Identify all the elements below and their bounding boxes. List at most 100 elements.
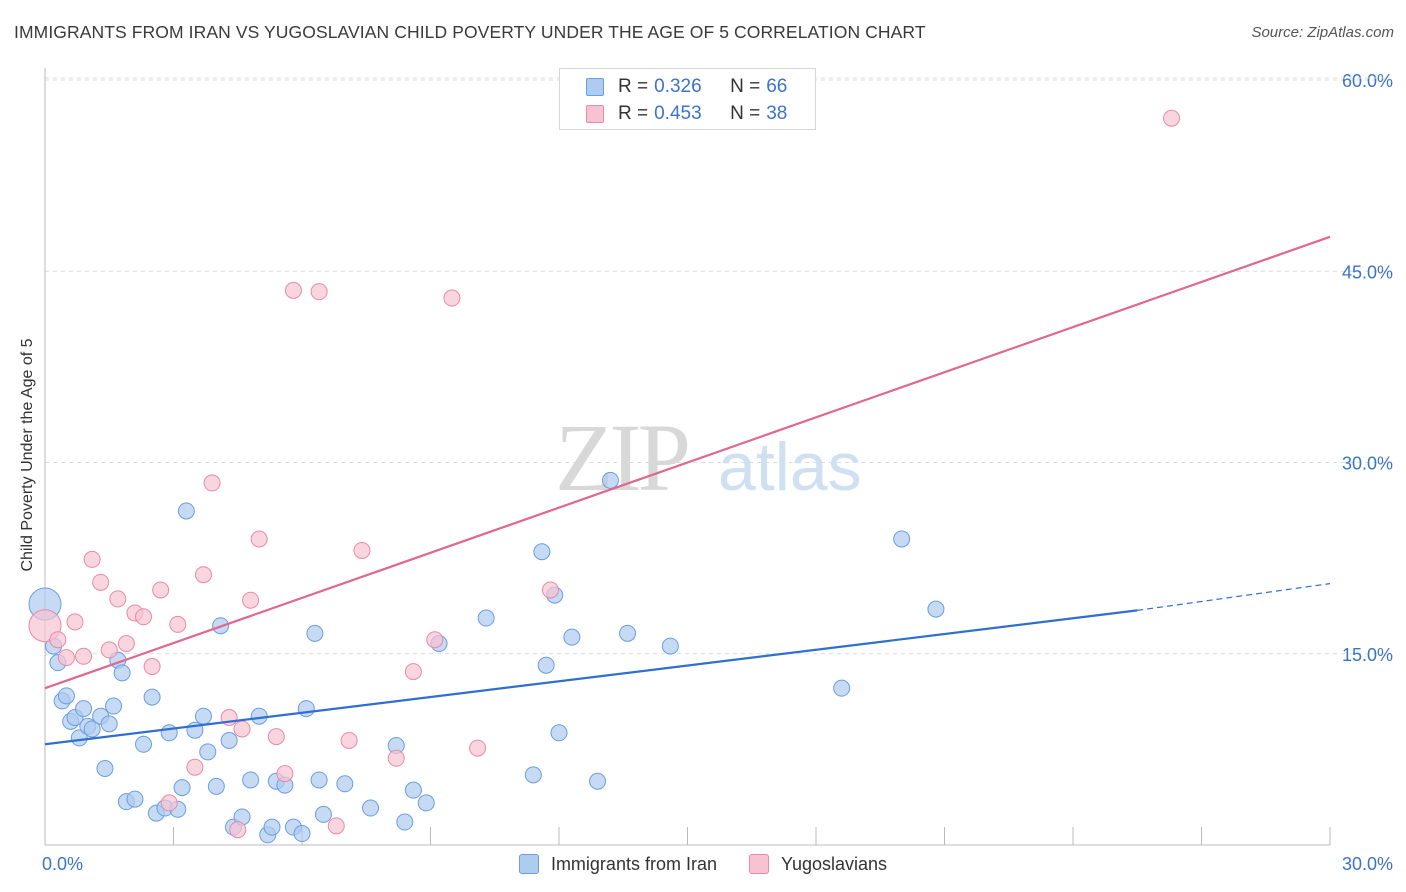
- iran-point: [194, 707, 212, 725]
- watermark-atlas: atlas: [718, 429, 862, 505]
- yugoslavian-point: [310, 283, 328, 301]
- iran-trend-extension: [1137, 583, 1331, 611]
- iran-point: [160, 724, 178, 742]
- iran-point: [310, 771, 328, 789]
- y-tick-label: 60.0%: [1342, 71, 1393, 91]
- legend-n-value: 38: [766, 103, 788, 124]
- yugoslavian-point: [276, 765, 294, 783]
- y-tick-label: 15.0%: [1342, 645, 1393, 665]
- iran-point: [297, 700, 315, 718]
- iran-trend-line: [44, 609, 1138, 746]
- iran-point: [537, 656, 555, 674]
- iran-point: [306, 624, 324, 642]
- yugoslavian-point: [443, 289, 461, 307]
- legend-row-iran: R = 0.326 N = 66: [586, 76, 787, 98]
- yugoslavian-point: [66, 613, 84, 631]
- legend-swatch-blue: [586, 78, 604, 96]
- iran-point: [250, 707, 268, 725]
- iran-point: [242, 771, 260, 789]
- legend-swatch-pink: [586, 105, 604, 123]
- legend-r-value: 0.453: [654, 103, 702, 124]
- yugoslavian-point: [203, 474, 221, 492]
- iran-point: [126, 790, 144, 808]
- yugoslavian-point: [194, 566, 212, 584]
- yugoslavian-point: [143, 658, 161, 675]
- iran-point: [524, 766, 542, 784]
- x-tick-label: 30.0%: [1342, 854, 1393, 874]
- legend-label-iran: Immigrants from Iran: [550, 853, 717, 874]
- iran-point: [833, 679, 851, 697]
- legend-swatch-blue: [518, 854, 539, 874]
- legend-item-yugoslavians[interactable]: Yugoslavians: [748, 853, 888, 875]
- correlation-legend: R = 0.326 N = 66 R = 0.453 N = 38: [559, 68, 816, 130]
- yugoslavian-point: [353, 541, 371, 559]
- legend-n-label: N =: [730, 103, 761, 124]
- yugoslavian-point: [169, 615, 187, 633]
- legend-r-label: R =: [618, 103, 649, 124]
- iran-point: [207, 777, 225, 795]
- iran-point: [396, 813, 414, 831]
- legend-r-label: R =: [618, 76, 649, 97]
- legend-r-value: 0.326: [654, 76, 702, 97]
- chart-title: IMMIGRANTS FROM IRAN VS YUGOSLAVIAN CHIL…: [14, 22, 926, 42]
- yugoslavian-point: [387, 749, 405, 767]
- iran-point: [563, 628, 581, 646]
- iran-point: [135, 735, 153, 753]
- iran-point: [113, 664, 131, 682]
- source-label: Source: ZipAtlas.com: [1251, 24, 1394, 41]
- iran-point: [336, 775, 354, 793]
- iran-point: [589, 772, 607, 790]
- iran-point: [199, 743, 217, 761]
- yugoslavian-point: [152, 581, 170, 599]
- x-tick-label: 0.0%: [42, 854, 83, 874]
- iran-point: [100, 715, 118, 733]
- yugoslavian-point: [267, 728, 285, 746]
- iran-point: [70, 729, 88, 747]
- yugoslavian-point: [186, 758, 204, 776]
- iran-point: [293, 825, 311, 843]
- legend-n-label: N =: [730, 76, 761, 97]
- y-tick-label: 30.0%: [1342, 454, 1393, 474]
- iran-point: [177, 502, 195, 520]
- iran-point: [601, 471, 619, 489]
- yugoslavian-point: [92, 573, 110, 591]
- yugoslavian-point: [1163, 109, 1181, 127]
- iran-point: [417, 794, 435, 812]
- iran-point: [661, 637, 679, 655]
- legend-item-iran[interactable]: Immigrants from Iran: [518, 853, 717, 875]
- iran-point: [362, 799, 380, 817]
- yugoslavian-point: [469, 739, 487, 757]
- legend-label-yugoslavians: Yugoslavians: [780, 853, 888, 874]
- legend-swatch-pink: [748, 854, 769, 874]
- watermark-zip: ZIP: [555, 404, 688, 511]
- yugoslavian-point: [229, 821, 247, 839]
- iran-point: [404, 781, 422, 799]
- iran-point: [143, 688, 161, 706]
- iran-point: [893, 530, 911, 548]
- yugoslavian-point: [404, 663, 422, 681]
- yugoslavian-point: [57, 649, 75, 667]
- yugoslavian-point: [100, 641, 118, 659]
- iran-point: [314, 805, 332, 823]
- yugoslavian-point: [135, 608, 153, 626]
- iran-point: [173, 779, 191, 797]
- yugoslavian-point: [242, 591, 260, 609]
- iran-point: [263, 818, 281, 836]
- iran-point: [105, 697, 123, 715]
- iran-point: [533, 543, 551, 561]
- iran-point: [57, 687, 75, 705]
- iran-point: [83, 720, 101, 738]
- yugoslavian-point: [49, 631, 67, 649]
- yugoslavian-point: [327, 817, 345, 835]
- yugoslavian-point: [340, 731, 358, 749]
- iran-point: [96, 760, 114, 777]
- yugoslavian-point: [426, 631, 444, 649]
- yugoslavian-point: [160, 794, 178, 812]
- yugoslavian-trend-line: [44, 235, 1331, 690]
- iran-point: [220, 731, 238, 749]
- y-tick-label: 45.0%: [1342, 262, 1393, 282]
- legend-n-value: 66: [766, 76, 788, 97]
- iran-point: [75, 700, 93, 718]
- yugoslavian-point: [541, 581, 559, 599]
